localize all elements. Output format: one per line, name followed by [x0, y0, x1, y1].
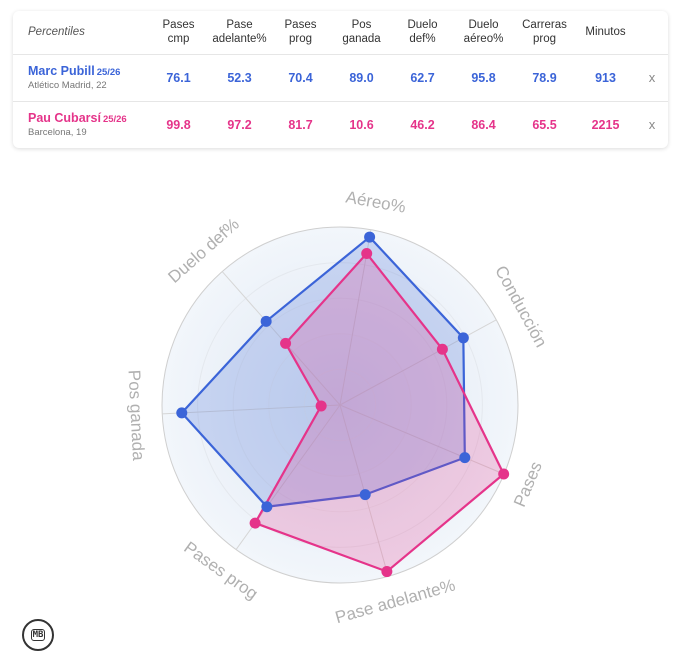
col-header: Pases prog	[284, 18, 317, 46]
radar-point[interactable]	[315, 400, 327, 412]
radar-grid-ring	[268, 333, 412, 477]
value-cell: 89.0	[349, 70, 374, 85]
table-row: Pau Cubarsí 25/26 Barcelona, 19 99.8 97.2…	[13, 101, 668, 148]
player-name[interactable]: Pau Cubarsí	[28, 111, 101, 126]
radar-axis-label: Pos ganada	[125, 369, 149, 461]
value-cell: 76.1	[166, 70, 191, 85]
remove-player-button[interactable]: x	[648, 117, 656, 133]
radar-series-group	[176, 231, 510, 578]
table-header-row: Percentiles Pases cmp Pase adelante% Pases…	[13, 11, 668, 54]
header-percentiles: Percentiles	[28, 26, 85, 39]
radar-point[interactable]	[260, 315, 272, 327]
radar-grid	[161, 226, 519, 584]
radar-point[interactable]	[261, 501, 273, 513]
radar-grid-ring	[232, 297, 448, 513]
radar-point[interactable]	[364, 231, 376, 243]
value-cell: 62.7	[410, 70, 435, 85]
radar-point[interactable]	[176, 407, 188, 419]
value-cell: 65.5	[532, 117, 557, 132]
col-header: Pos ganada	[342, 18, 381, 46]
remove-player-button[interactable]: x	[648, 70, 656, 85]
player-team: Barcelona, 19	[28, 127, 87, 139]
player-season: 25/26	[96, 67, 121, 78]
radar-axis-label: Pase adelante%	[333, 575, 457, 627]
player-cell: Marc Pubill 25/26 Atlético Madrid, 22	[13, 54, 148, 101]
radar-spoke	[339, 404, 505, 475]
radar-spoke	[339, 319, 497, 406]
player-season: 25/26	[102, 114, 127, 126]
col-header: Pases cmp	[162, 18, 195, 46]
mb-logo-icon: MB	[22, 619, 54, 651]
radar-grid-ring	[303, 368, 377, 442]
radar-point[interactable]	[249, 517, 261, 529]
table-row: Marc Pubill 25/26 Atlético Madrid, 22 76.…	[13, 54, 668, 101]
radar-axis-label: Pases	[510, 459, 546, 510]
radar-axis-label: Aéreo%	[344, 188, 407, 217]
col-header: Duelo def%	[407, 18, 438, 46]
radar-point[interactable]	[459, 452, 471, 464]
radar-series-polygon	[254, 252, 505, 573]
col-header: Duelo aéreo%	[463, 18, 504, 46]
player-team: Atlético Madrid, 22	[28, 80, 107, 91]
radar-point[interactable]	[359, 489, 371, 501]
radar-spoke	[221, 271, 341, 406]
value-cell: 95.8	[471, 70, 496, 85]
radar-point[interactable]	[498, 468, 510, 480]
player-cell: Pau Cubarsí 25/26 Barcelona, 19	[13, 101, 148, 148]
value-cell: 86.4	[471, 117, 496, 132]
player-name[interactable]: Marc Pubill	[28, 64, 95, 78]
value-cell: 913	[595, 70, 616, 85]
radar-point[interactable]	[280, 337, 292, 349]
col-header: Pase adelante%	[212, 18, 267, 46]
radar-grid-ring	[197, 262, 483, 548]
value-cell: 97.2	[227, 117, 252, 132]
value-cell: 78.9	[532, 70, 557, 85]
radar-point[interactable]	[361, 248, 373, 260]
value-cell: 52.3	[227, 70, 252, 85]
col-header: Minutos	[585, 26, 626, 39]
radar-point[interactable]	[457, 332, 469, 344]
percentiles-table-card: Percentiles Pases cmp Pase adelante% Pases…	[13, 11, 668, 148]
logo-text: MB	[30, 629, 46, 641]
col-header: Carreras prog	[522, 18, 567, 46]
radar-point[interactable]	[436, 343, 448, 355]
value-cell: 10.6	[349, 117, 374, 132]
value-cell: 99.8	[166, 117, 191, 132]
value-cell: 46.2	[410, 117, 435, 132]
value-cell: 81.7	[288, 117, 313, 132]
value-cell: 70.4	[288, 70, 313, 85]
radar-series-polygon	[180, 235, 466, 508]
radar-spoke	[162, 404, 341, 415]
radar-point[interactable]	[381, 566, 393, 578]
value-cell: 2215	[591, 117, 620, 132]
percentiles-table: Percentiles Pases cmp Pase adelante% Pases…	[13, 11, 668, 148]
